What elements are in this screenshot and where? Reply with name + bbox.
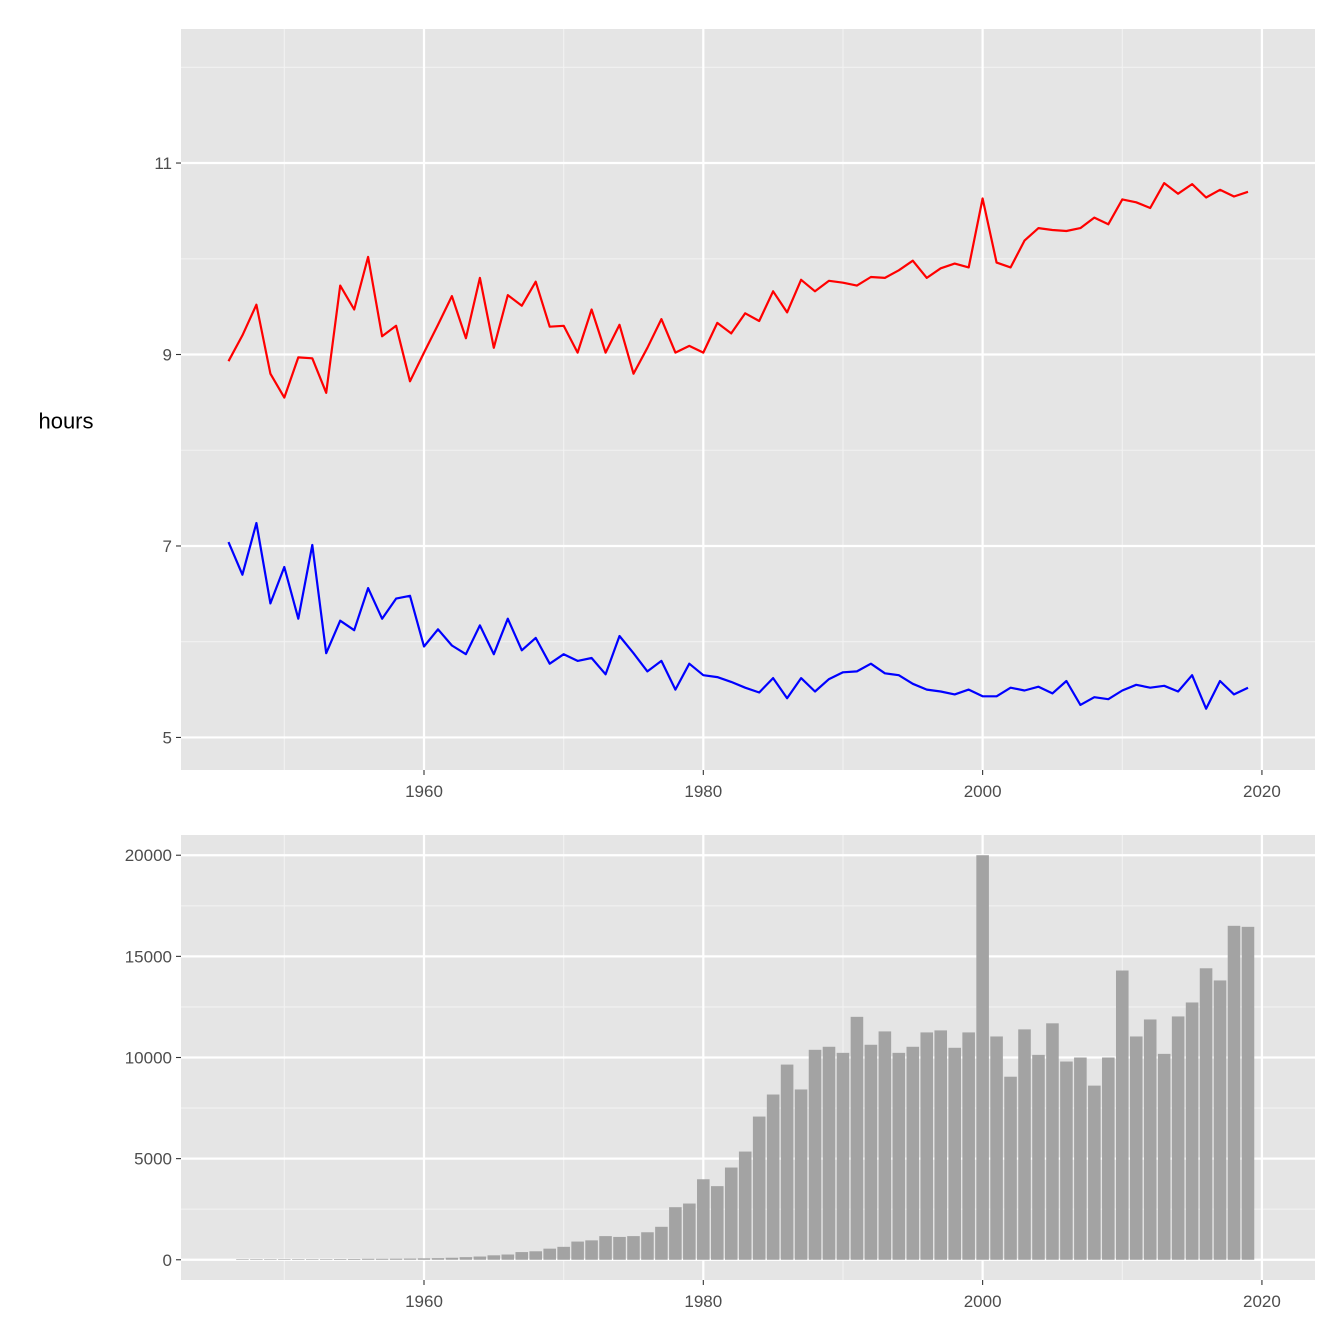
bar [543, 1248, 556, 1260]
bar [1171, 1016, 1185, 1260]
bar [1074, 1057, 1087, 1260]
bar [292, 1259, 305, 1260]
y-tick-label: 15000 [125, 947, 172, 966]
y-tick-label: 7 [163, 537, 172, 556]
bar [976, 855, 989, 1260]
bar [766, 1094, 780, 1260]
bar [655, 1226, 668, 1260]
bar [1088, 1085, 1101, 1260]
bar [389, 1258, 403, 1260]
bar [347, 1258, 361, 1260]
bar [613, 1236, 626, 1260]
bar [515, 1252, 529, 1260]
bar [278, 1259, 291, 1260]
x-tick-label: 2020 [1243, 782, 1281, 801]
bar [780, 1064, 794, 1260]
bar [822, 1046, 836, 1260]
bar [1241, 926, 1255, 1260]
bar [738, 1151, 752, 1260]
x-tick-label: 2020 [1243, 1292, 1281, 1311]
bar [836, 1052, 850, 1260]
bar [920, 1032, 934, 1260]
y-tick-label: 20000 [125, 846, 172, 865]
bar [948, 1047, 961, 1260]
y-axis-title: hours [38, 409, 93, 434]
bar [724, 1167, 738, 1260]
y-tick-label: 5 [163, 728, 172, 747]
bar [417, 1258, 431, 1260]
bar [585, 1240, 598, 1260]
bar [599, 1236, 612, 1260]
bar [305, 1259, 319, 1260]
bar [459, 1257, 473, 1260]
hours-line-panel: 5 7 9 11 1960 1980 2000 2020 hours [38, 29, 1315, 801]
bar [752, 1116, 766, 1260]
bar [697, 1179, 710, 1260]
y-tick-label: 11 [154, 154, 172, 173]
bar [264, 1259, 277, 1260]
bar [906, 1046, 920, 1260]
panel-background [181, 29, 1315, 770]
bar [333, 1259, 347, 1260]
bar [1129, 1036, 1143, 1260]
bar [250, 1259, 263, 1260]
bar [445, 1257, 459, 1260]
x-tick-label: 2000 [964, 782, 1002, 801]
bar [557, 1246, 570, 1260]
bar [487, 1255, 501, 1260]
bar [1199, 968, 1213, 1260]
bar [571, 1241, 584, 1260]
bar [1004, 1076, 1017, 1260]
x-tick-label: 2000 [964, 1292, 1002, 1311]
bar [1213, 980, 1227, 1260]
blue-series-line [227, 521, 1249, 710]
bar [1032, 1054, 1045, 1260]
bar [962, 1032, 975, 1260]
bar [794, 1089, 808, 1260]
bar [1143, 1019, 1157, 1260]
x-tick-label: 1980 [684, 782, 722, 801]
bar [990, 1036, 1003, 1260]
bar [1046, 1023, 1059, 1260]
bar [627, 1236, 640, 1260]
bar [710, 1186, 724, 1260]
bar [1185, 1002, 1199, 1260]
bar [892, 1052, 906, 1260]
y-tick-label: 5000 [134, 1150, 172, 1169]
bar [236, 1259, 249, 1260]
bar [501, 1254, 515, 1260]
count-bar-panel: 0 5000 10000 15000 20000 1960 1980 2000 2020 [125, 835, 1315, 1311]
bar [808, 1049, 822, 1260]
x-tick-label: 1980 [684, 1292, 722, 1311]
y-tick-label: 9 [163, 346, 172, 365]
bar [683, 1203, 696, 1260]
x-tick-label: 1960 [405, 782, 443, 801]
red-series-line [227, 182, 1249, 399]
bar [319, 1259, 333, 1260]
bar [641, 1232, 654, 1260]
x-tick-label: 1960 [405, 1292, 443, 1311]
bar [375, 1258, 389, 1260]
bar [1018, 1029, 1031, 1260]
bar [361, 1258, 375, 1260]
bar [878, 1031, 892, 1260]
bar [669, 1207, 682, 1260]
y-tick-label: 0 [163, 1251, 172, 1270]
bar [1157, 1053, 1171, 1260]
bar [1102, 1057, 1115, 1260]
bar [864, 1044, 878, 1260]
y-tick-label: 10000 [125, 1049, 172, 1068]
bar [403, 1258, 417, 1260]
bar [850, 1016, 864, 1260]
bar [431, 1258, 445, 1260]
bar [1115, 970, 1129, 1260]
bar [1060, 1061, 1073, 1260]
bar [1227, 925, 1241, 1260]
bar [934, 1030, 948, 1260]
bar [529, 1251, 543, 1260]
bar [473, 1256, 487, 1260]
